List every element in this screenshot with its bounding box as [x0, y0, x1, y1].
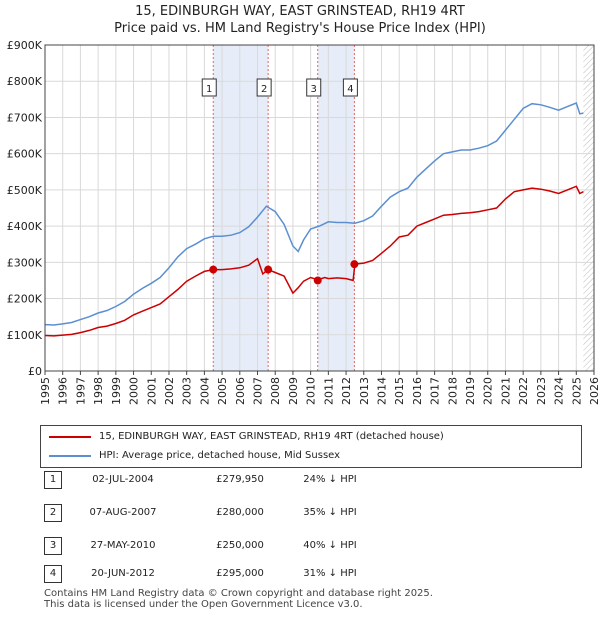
footer: Contains HM Land Registry data © Crown c… [44, 588, 433, 610]
sale-number-box: 3 [306, 78, 322, 97]
x-tick-label: 1997 [74, 377, 87, 405]
sale-period-shade [317, 45, 355, 371]
y-tick-label: £700K [7, 111, 43, 124]
x-tick-label: 2011 [322, 377, 335, 405]
y-tick-label: £200K [7, 293, 43, 306]
sale-number-box: 4 [342, 78, 358, 97]
sale-number-box: 2 [256, 78, 272, 97]
sale-row: 3 27-MAY-2010 £250,000 40% ↓ HPI [0, 536, 600, 556]
sale-hpi-diff: 31% ↓ HPI [303, 568, 357, 579]
y-tick-label: £100K [7, 329, 43, 342]
sale-price: £279,950 [216, 474, 264, 485]
sale-number-frame [306, 78, 322, 97]
sale-date: 02-JUL-2004 [92, 474, 154, 485]
y-tick-label: £600K [7, 148, 43, 161]
x-tick-label: 2001 [145, 377, 158, 405]
price-chart: £0 £100K £200K £300K £400K £500K £600K £700K £80… [7, 39, 600, 405]
sale-number-label: 3 [311, 84, 317, 95]
x-tick-label: 2016 [411, 377, 424, 405]
sale-date: 20-JUN-2012 [91, 568, 155, 579]
x-tick-label: 2020 [482, 377, 495, 405]
sale-hpi-diff: 40% ↓ HPI [303, 540, 357, 551]
x-tick-label: 2006 [234, 377, 247, 405]
legend-label-hpi: HPI: Average price, detached house, Mid … [99, 450, 341, 461]
x-tick-label: 2019 [464, 377, 477, 405]
legend-label-property: 15, EDINBURGH WAY, EAST GRINSTEAD, RH19 … [99, 431, 444, 442]
sale-price: £295,000 [216, 568, 264, 579]
y-tick-label: £0 [28, 365, 42, 378]
sale-row: 1 02-JUL-2004 £279,950 24% ↓ HPI [0, 470, 600, 490]
sale-number-frame [201, 78, 217, 97]
x-tick-label: 2004 [198, 377, 211, 405]
sale-date: 07-AUG-2007 [89, 507, 157, 518]
sale-marker: 2 [44, 504, 62, 522]
chart-subtitle: Price paid vs. HM Land Registry's House … [114, 21, 486, 36]
x-tick-label: 2009 [287, 377, 300, 405]
sale-price: £280,000 [216, 507, 264, 518]
x-tick-label: 2022 [517, 377, 530, 405]
x-tick-label: 2007 [252, 377, 265, 405]
sale-number-frame [256, 78, 272, 97]
footer-copyright: Contains HM Land Registry data © Crown c… [44, 588, 433, 599]
x-tick-label: 1995 [39, 377, 52, 405]
x-tick-label: 2024 [553, 377, 566, 405]
x-tick-label: 2026 [588, 377, 600, 405]
legend-swatch-hpi [49, 455, 91, 457]
x-tick-label: 1999 [110, 377, 123, 405]
sale-row: 2 07-AUG-2007 £280,000 35% ↓ HPI [0, 503, 600, 523]
x-tick-label: 2008 [269, 377, 282, 405]
sale-hpi-diff: 24% ↓ HPI [303, 474, 357, 485]
chart-title: 15, EDINBURGH WAY, EAST GRINSTEAD, RH19 … [135, 4, 465, 19]
y-tick-label: £900K [7, 39, 43, 52]
sale-point [209, 265, 218, 274]
sale-marker: 4 [44, 565, 62, 583]
sale-number-label: 4 [347, 84, 353, 95]
x-tick-label: 2015 [393, 377, 406, 405]
x-tick-label: 2003 [181, 377, 194, 405]
sale-number-label: 1 [206, 84, 212, 95]
y-tick-label: £800K [7, 75, 43, 88]
forecast-hatch [583, 45, 594, 371]
sale-price: £250,000 [216, 540, 264, 551]
x-tick-label: 2013 [358, 377, 371, 405]
x-tick-label: 2025 [570, 377, 583, 405]
legend: 15, EDINBURGH WAY, EAST GRINSTEAD, RH19 … [40, 425, 582, 468]
sale-hpi-diff: 35% ↓ HPI [303, 507, 357, 518]
sale-point [350, 260, 359, 269]
y-tick-label: £500K [7, 184, 43, 197]
footer-licence: This data is licensed under the Open Gov… [44, 599, 363, 610]
x-tick-label: 2012 [340, 377, 353, 405]
sale-marker: 1 [44, 471, 62, 489]
x-tick-label: 2000 [128, 377, 141, 405]
sale-number-label: 2 [261, 84, 267, 95]
x-tick-label: 2010 [305, 377, 318, 405]
sale-number-frame [342, 78, 358, 97]
x-tick-label: 1996 [57, 377, 70, 405]
x-tick-label: 2002 [163, 377, 176, 405]
plot-frame [44, 44, 595, 372]
x-tick-label: 2005 [216, 377, 229, 405]
x-tick-label: 2017 [429, 377, 442, 405]
sale-point [264, 265, 273, 274]
y-tick-label: £300K [7, 256, 43, 269]
sale-point [313, 276, 322, 285]
x-tick-label: 2023 [535, 377, 548, 405]
sale-row: 4 20-JUN-2012 £295,000 31% ↓ HPI [0, 564, 600, 584]
y-tick-label: £400K [7, 220, 43, 233]
x-tick-label: 1998 [92, 377, 105, 405]
sale-marker: 3 [44, 537, 62, 555]
sale-date: 27-MAY-2010 [90, 540, 156, 551]
hpi-line [44, 102, 584, 326]
x-tick-label: 2018 [446, 377, 459, 405]
x-tick-label: 2014 [375, 377, 388, 405]
x-tick-label: 2021 [499, 377, 512, 405]
legend-swatch-property [49, 436, 91, 438]
sale-number-box: 1 [201, 78, 217, 97]
